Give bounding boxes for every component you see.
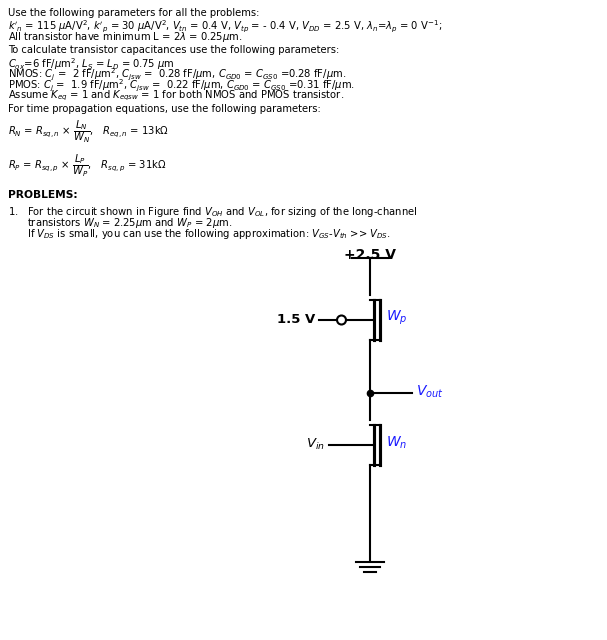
- Text: $V_{out}$: $V_{out}$: [416, 384, 444, 400]
- Text: 1.   For the circuit shown in Figure find $V_{OH}$ and $V_{OL}$, for sizing of t: 1. For the circuit shown in Figure find …: [8, 205, 418, 219]
- Text: $V_{in}$: $V_{in}$: [306, 436, 325, 452]
- Text: If $V_{DS}$ is small, you can use the following approximation: $V_{GS}$-$V_{th}$: If $V_{DS}$ is small, you can use the fo…: [8, 227, 391, 241]
- Text: $R_N$ = $R_{sq,n}$ $\times$ $\dfrac{L_N}{W_N}$,   $R_{eq,n}$ = 13k$\Omega$: $R_N$ = $R_{sq,n}$ $\times$ $\dfrac{L_N}…: [8, 118, 169, 145]
- Text: To calculate transistor capacitances use the following parameters:: To calculate transistor capacitances use…: [8, 45, 339, 55]
- Text: Use the following parameters for all the problems:: Use the following parameters for all the…: [8, 8, 259, 18]
- Text: Assume $K_{eq}$ = 1 and $K_{eqsw}$ = 1 for both NMOS and PMOS transistor.: Assume $K_{eq}$ = 1 and $K_{eqsw}$ = 1 f…: [8, 89, 344, 104]
- Text: 1.5 V: 1.5 V: [277, 312, 315, 326]
- Text: +2.5 V: +2.5 V: [344, 248, 396, 262]
- Text: All transistor have minimum L = 2$\lambda$ = 0.25$\mu$m.: All transistor have minimum L = 2$\lambd…: [8, 30, 242, 44]
- Text: $k'_n$ = 115 $\mu$A/V$^2$, $k'_p$ = 30 $\mu$A/V$^2$, $V_{tn}$ = 0.4 V, $V_{tp}$ : $k'_n$ = 115 $\mu$A/V$^2$, $k'_p$ = 30 $…: [8, 19, 443, 35]
- Text: transistors $W_N$ = 2.25$\mu$m and $W_P$ = 2$\mu$m.: transistors $W_N$ = 2.25$\mu$m and $W_P$…: [8, 216, 232, 230]
- Text: $C_{ox}$=6 fF/$\mu$m$^2$, $L_S$ = $L_D$ = 0.75 $\mu$m: $C_{ox}$=6 fF/$\mu$m$^2$, $L_S$ = $L_D$ …: [8, 56, 175, 72]
- Text: PROBLEMS:: PROBLEMS:: [8, 190, 78, 200]
- Text: NMOS: $C_j$ =  2 fF/$\mu$m$^2$, $C_{jsw}$ =  0.28 fF/$\mu$m, $C_{GD0}$ = $C_{GS0: NMOS: $C_j$ = 2 fF/$\mu$m$^2$, $C_{jsw}$…: [8, 67, 347, 83]
- Text: $W_p$: $W_p$: [386, 309, 407, 327]
- Text: PMOS: $C_j$ =  1.9 fF/$\mu$m$^2$, $C_{jsw}$ =  0.22 fF/$\mu$m, $C_{GD0}$ = $C_{G: PMOS: $C_j$ = 1.9 fF/$\mu$m$^2$, $C_{jsw…: [8, 78, 355, 94]
- Text: $R_P$ = $R_{sq,p}$ $\times$ $\dfrac{L_P}{W_P}$,   $R_{sq,p}$ = 31k$\Omega$: $R_P$ = $R_{sq,p}$ $\times$ $\dfrac{L_P}…: [8, 152, 166, 179]
- Text: $W_n$: $W_n$: [386, 435, 407, 451]
- Text: For time propagation equations, use the following parameters:: For time propagation equations, use the …: [8, 104, 320, 114]
